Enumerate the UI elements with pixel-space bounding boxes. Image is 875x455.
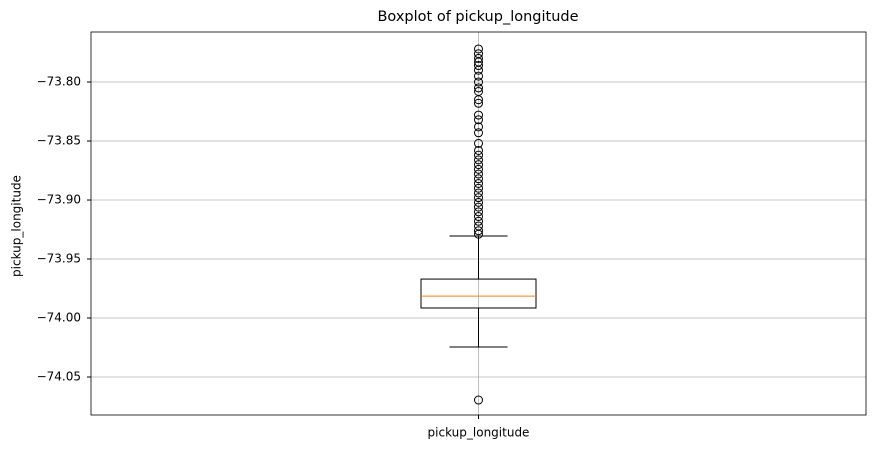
outlier <box>474 395 483 405</box>
outlier <box>474 83 483 93</box>
outlier <box>474 98 483 108</box>
outlier <box>474 160 483 170</box>
outlier <box>474 188 483 198</box>
outlier <box>474 202 483 212</box>
outlier <box>474 138 483 148</box>
outlier <box>474 128 483 138</box>
box <box>420 278 537 309</box>
outlier <box>474 122 483 132</box>
outlier <box>474 44 483 54</box>
outlier <box>474 150 483 160</box>
y-tick-label: −74.05 <box>37 370 81 384</box>
outlier <box>474 65 483 75</box>
outlier <box>474 71 483 81</box>
outlier <box>474 61 483 71</box>
outlier <box>474 193 483 203</box>
x-tick-label: pickup_longitude <box>428 426 530 440</box>
chart-title: Boxplot of pickup_longitude <box>377 9 578 25</box>
y-tick-label: −74.00 <box>37 311 81 325</box>
outlier <box>474 169 483 179</box>
outlier <box>474 179 483 189</box>
outlier <box>474 77 483 87</box>
outlier <box>474 183 483 193</box>
outlier <box>474 226 483 236</box>
outlier <box>474 229 483 239</box>
outlier <box>474 53 483 63</box>
outlier <box>474 110 483 120</box>
outlier <box>474 212 483 222</box>
y-tick-label: −73.80 <box>37 75 81 89</box>
outlier <box>474 145 483 155</box>
y-tick-label: −73.85 <box>37 134 81 148</box>
outlier <box>474 174 483 184</box>
outlier <box>474 216 483 226</box>
outlier <box>474 115 483 125</box>
outlier <box>474 207 483 217</box>
outlier <box>474 155 483 165</box>
y-tick-label: −73.95 <box>37 252 81 266</box>
outlier <box>474 197 483 207</box>
y-axis-label: pickup_longitude <box>10 175 24 277</box>
outlier <box>474 95 483 105</box>
y-tick-label: −73.90 <box>37 193 81 207</box>
plot-frame <box>90 31 867 416</box>
outlier <box>474 164 483 174</box>
